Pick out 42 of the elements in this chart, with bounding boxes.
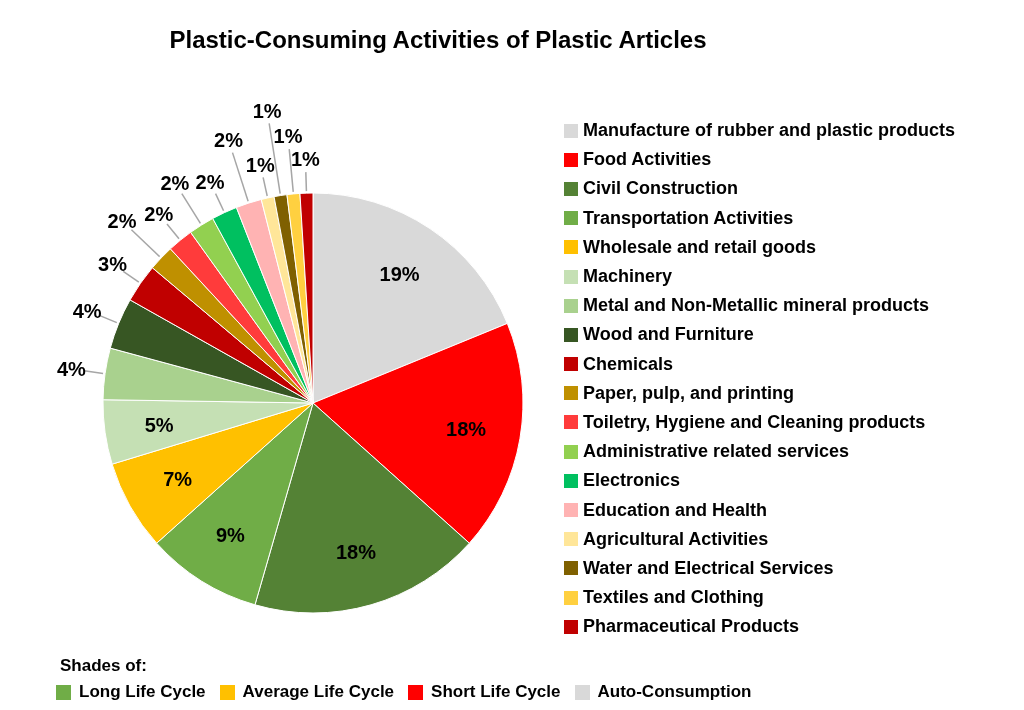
legend-label: Transportation Activities	[583, 207, 794, 229]
legend-label: Wood and Furniture	[583, 324, 754, 346]
text: Shades of:	[60, 656, 147, 676]
data-label: 2%	[144, 202, 174, 225]
data-label: 2%	[107, 209, 137, 232]
data-label: 4%	[56, 357, 87, 380]
data-label: 1%	[245, 153, 275, 176]
legend-label: Electronics	[583, 470, 681, 492]
data-label: 2%	[195, 170, 225, 193]
legend-label: Food Activities	[583, 149, 712, 171]
data-label: 5%	[144, 413, 174, 436]
legend-label: Wholesale and retail goods	[583, 236, 817, 258]
data-label: 9%	[216, 523, 246, 546]
text: Long Life Cycle	[79, 682, 206, 702]
text: Short Life Cycle	[431, 682, 561, 702]
chart-title: Plastic-Consuming Activities of Plastic Articles	[168, 26, 708, 54]
data-label: 7%	[163, 468, 193, 491]
data-label: 18%	[335, 541, 377, 564]
legend-label: Water and Electrical Services	[583, 557, 834, 579]
legend-label: Chemicals	[583, 353, 674, 375]
text: Average Life Cycle	[242, 682, 395, 702]
legend-label: Toiletry, Hygiene and Cleaning products	[583, 411, 926, 433]
legend-label: Administrative related services	[583, 441, 850, 463]
data-label: 2%	[214, 129, 244, 152]
data-label: 1%	[290, 148, 321, 171]
legend-label: Machinery	[583, 266, 673, 288]
text: Auto-Consumption	[597, 682, 752, 702]
legend-label: Agricultural Activities	[583, 528, 769, 550]
data-label: 18%	[446, 418, 487, 441]
legend-label: Manufacture of rubber and plastic products	[583, 120, 956, 142]
legend-label: Metal and Non-Metallic mineral products	[583, 295, 930, 317]
legend-label: Education and Health	[583, 499, 768, 521]
legend-label: Pharmaceutical Products	[583, 616, 800, 638]
legend-label: Paper, pulp, and printing	[583, 382, 795, 404]
data-label: 2%	[160, 171, 190, 194]
data-label: 1%	[273, 125, 303, 148]
legend-label: Civil Construction	[583, 178, 739, 200]
data-label: 4%	[72, 299, 102, 322]
legend-label: Textiles and Clothing	[583, 587, 764, 609]
data-label: 1%	[252, 99, 282, 122]
data-label: 19%	[379, 262, 420, 285]
data-label: 3%	[98, 252, 128, 275]
